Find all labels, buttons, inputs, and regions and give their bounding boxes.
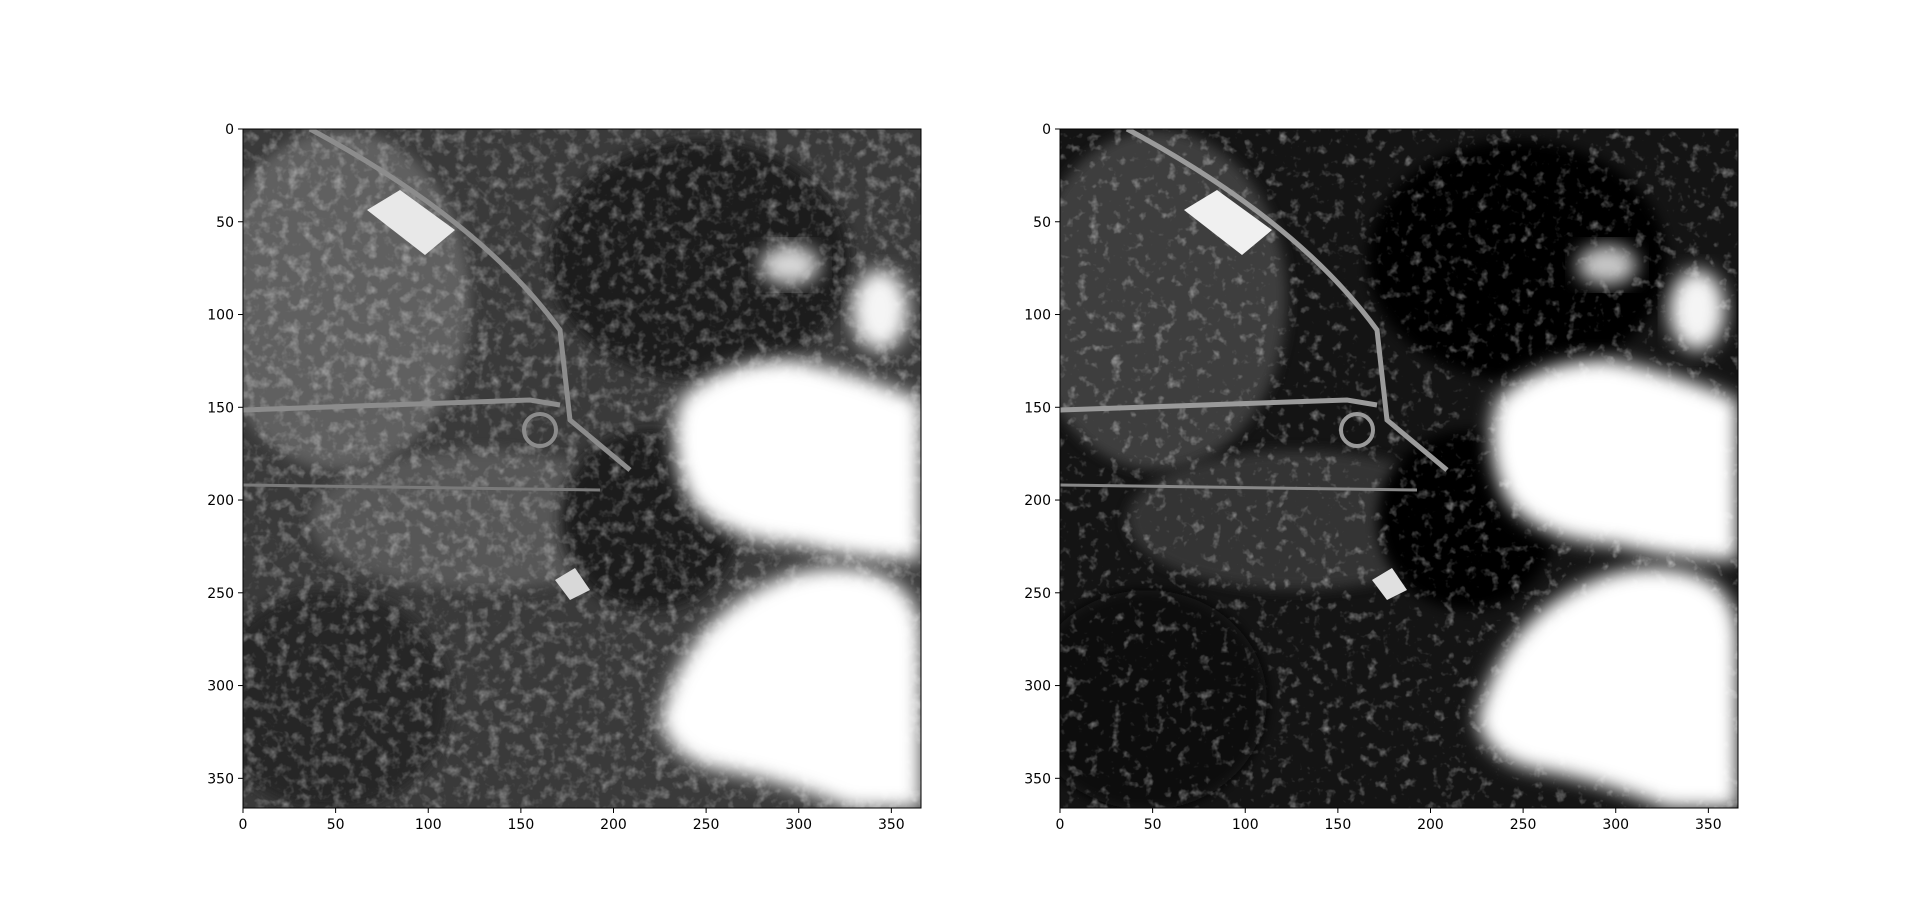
right-x-axis: 0 50 100 150 200 250 300 350: [1056, 808, 1722, 833]
right-x-tick-label: 250: [1510, 817, 1537, 833]
right-y-tick-label: 50: [1033, 215, 1051, 231]
right-y-tick-label: 100: [1024, 308, 1051, 324]
left-y-tick-label: 150: [207, 400, 234, 416]
right-y-axis: 0 50 100 150 200 250 300 350: [1024, 122, 1060, 787]
right-y-tick-label: 150: [1024, 400, 1051, 416]
right-x-tick-label: 100: [1232, 817, 1259, 833]
right-y-tick-label: 350: [1024, 771, 1051, 787]
right-x-tick-label: 0: [1056, 817, 1065, 833]
right-axes-frame: [1059, 128, 1739, 809]
right-x-tick-label: 50: [1144, 817, 1162, 833]
left-x-tick-label: 250: [693, 817, 720, 833]
right-y-tick-label: 300: [1024, 679, 1051, 695]
left-x-tick-label: 0: [239, 817, 248, 833]
left-x-tick-label: 200: [600, 817, 627, 833]
left-y-tick-label: 300: [207, 679, 234, 695]
left-x-tick-label: 300: [785, 817, 812, 833]
left-image: [243, 129, 921, 808]
left-x-tick-label: 350: [878, 817, 905, 833]
left-x-axis: 0 50 100 150 200 250 300 350: [239, 808, 905, 833]
left-x-tick-label: 50: [327, 817, 345, 833]
left-x-tick-label: 100: [415, 817, 442, 833]
left-axes-frame: [242, 128, 922, 809]
right-x-tick-label: 150: [1325, 817, 1352, 833]
left-panel: 0 50 100 150 200 250 300 350 0 50 100 150 200 250 300…: [207, 122, 922, 833]
right-y-tick-label: 250: [1024, 586, 1051, 602]
left-y-axis: 0 50 100 150 200 250 300 350: [207, 122, 243, 787]
right-x-tick-label: 350: [1695, 817, 1722, 833]
left-y-tick-label: 100: [207, 308, 234, 324]
left-x-tick-label: 150: [508, 817, 535, 833]
right-panel: 0 50 100 150 200 250 300 350 0 50 100 150 200 250 300…: [1024, 122, 1739, 833]
right-x-tick-label: 300: [1602, 817, 1629, 833]
right-y-tick-label: 0: [1042, 122, 1051, 138]
left-y-tick-label: 50: [216, 215, 234, 231]
left-y-tick-label: 250: [207, 586, 234, 602]
right-x-tick-label: 200: [1417, 817, 1444, 833]
left-y-tick-label: 200: [207, 493, 234, 509]
right-y-tick-label: 200: [1024, 493, 1051, 509]
right-image: [1060, 129, 1738, 808]
left-y-tick-label: 350: [207, 771, 234, 787]
left-y-tick-label: 0: [225, 122, 234, 138]
